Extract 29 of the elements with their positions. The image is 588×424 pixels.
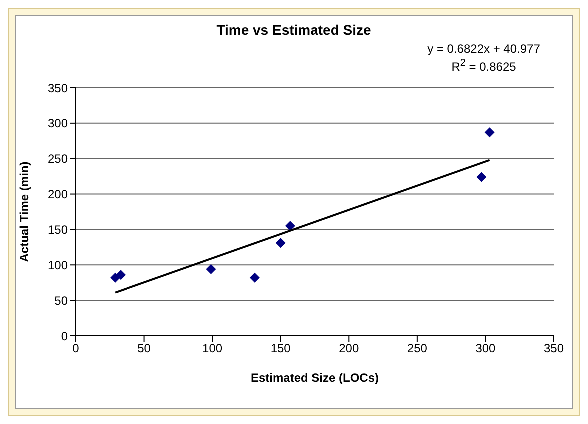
x-tick-label: 100 — [202, 342, 223, 356]
y-axis-title: Actual Time (min) — [17, 162, 32, 262]
x-tick-label: 0 — [72, 342, 80, 356]
x-tick-label: 200 — [339, 342, 360, 356]
chart-title: Time vs Estimated Size — [216, 22, 372, 38]
point — [484, 128, 495, 138]
y-tick-label: 50 — [54, 294, 68, 308]
point — [250, 272, 260, 283]
x-tick-label: 300 — [476, 342, 496, 356]
x-tick-label: 150 — [270, 342, 292, 356]
y-tick-label: 300 — [48, 116, 68, 131]
point — [476, 172, 487, 182]
x-tick-label: 350 — [544, 342, 564, 356]
x-axis-title: Estimated Size (LOCs) — [250, 371, 380, 385]
y-tick-label: 250 — [48, 152, 68, 166]
y-tick-label: 350 — [48, 81, 68, 96]
point — [116, 270, 126, 280]
x-tick-label: 250 — [407, 342, 428, 356]
y-tick-label: 100 — [48, 258, 68, 272]
y-tick-label: 0 — [61, 329, 68, 344]
y-tick-label: 200 — [48, 188, 68, 202]
x-tick-label: 50 — [138, 342, 152, 356]
point — [110, 272, 121, 283]
text: R$^{2}$ = 0.8625 — [450, 58, 518, 74]
point — [206, 264, 216, 274]
point — [276, 238, 286, 248]
point — [285, 221, 296, 232]
text: y = 0.6822x + 40.977 — [426, 42, 542, 56]
y-tick-label: 150 — [48, 222, 68, 237]
